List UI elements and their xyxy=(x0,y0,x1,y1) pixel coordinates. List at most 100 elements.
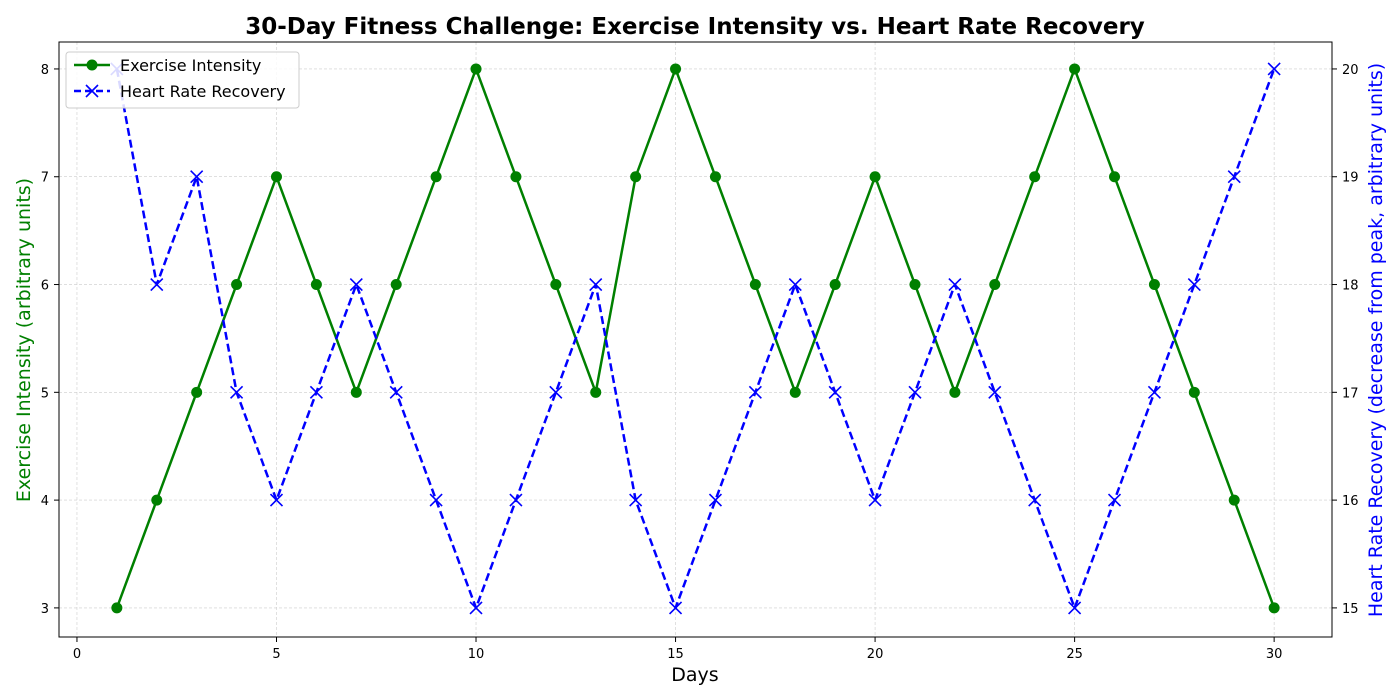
y-tick-label-left: 6 xyxy=(41,279,49,294)
axis-layer: 0 5 10 15 20 25 30 3 4 5 6 7 8 15 16 17 18 19 20 xyxy=(41,63,1359,662)
y-tick-label-right: 20 xyxy=(1342,63,1359,78)
data-point-exercise-intensity xyxy=(829,279,841,291)
data-point-heart-rate-recovery xyxy=(1267,62,1281,76)
legend-marker-x-icon xyxy=(85,84,99,98)
series-line-heart-rate-recovery xyxy=(115,68,1276,610)
data-point-exercise-intensity xyxy=(709,171,721,183)
data-point-heart-rate-recovery xyxy=(668,601,683,615)
data-point-heart-rate-recovery xyxy=(1107,493,1122,507)
data-point-exercise-intensity xyxy=(789,386,801,398)
grid-layer xyxy=(59,42,1332,637)
data-point-exercise-intensity xyxy=(1188,386,1200,398)
data-point-exercise-intensity xyxy=(670,63,682,75)
legend-label-exercise-intensity: Exercise Intensity xyxy=(120,56,261,75)
data-point-heart-rate-recovery xyxy=(1068,601,1082,615)
data-point-heart-rate-recovery xyxy=(230,385,244,399)
data-point-exercise-intensity xyxy=(1228,494,1240,506)
data-point-heart-rate-recovery xyxy=(469,601,483,615)
data-point-exercise-intensity xyxy=(1148,279,1160,291)
data-point-heart-rate-recovery xyxy=(908,385,922,399)
data-point-heart-rate-recovery xyxy=(389,385,403,399)
legend-entry-heart-rate-recovery: Heart Rate Recovery xyxy=(74,82,286,101)
y-tick-label-left: 3 xyxy=(41,602,49,617)
data-point-exercise-intensity xyxy=(430,171,442,183)
data-point-exercise-intensity xyxy=(1109,171,1121,183)
data-point-heart-rate-recovery xyxy=(1187,277,1201,292)
data-point-exercise-intensity xyxy=(470,63,482,75)
data-point-heart-rate-recovery xyxy=(788,277,802,292)
data-point-heart-rate-recovery xyxy=(1028,493,1042,507)
data-point-heart-rate-recovery xyxy=(948,277,962,292)
y-tick-label-right: 16 xyxy=(1342,494,1359,509)
legend-box xyxy=(65,51,300,109)
data-point-heart-rate-recovery xyxy=(429,493,443,507)
y-tick-label-left: 7 xyxy=(41,171,49,186)
data-point-exercise-intensity xyxy=(231,279,243,291)
data-point-exercise-intensity xyxy=(1029,171,1041,183)
x-tick-label: 30 xyxy=(1266,647,1283,662)
data-point-exercise-intensity xyxy=(390,279,402,291)
series-heart-rate-recovery xyxy=(110,62,1281,615)
legend: Exercise Intensity Heart Rate Recovery xyxy=(65,51,300,109)
data-point-exercise-intensity xyxy=(1268,602,1280,614)
data-point-exercise-intensity xyxy=(989,279,1001,291)
data-point-heart-rate-recovery xyxy=(988,385,1002,399)
data-point-heart-rate-recovery xyxy=(190,170,204,184)
data-point-heart-rate-recovery xyxy=(868,493,882,507)
x-tick-label: 25 xyxy=(1066,647,1083,662)
data-point-exercise-intensity xyxy=(350,386,362,398)
data-point-heart-rate-recovery xyxy=(828,385,842,399)
data-point-exercise-intensity xyxy=(310,279,322,291)
y-tick-label-left: 4 xyxy=(41,494,49,509)
y-tick-label-right: 15 xyxy=(1342,602,1359,617)
series-line-exercise-intensity xyxy=(115,67,1276,609)
data-point-exercise-intensity xyxy=(191,386,203,398)
y-tick-label-right: 18 xyxy=(1342,279,1359,294)
data-point-heart-rate-recovery xyxy=(589,277,603,292)
data-point-exercise-intensity xyxy=(270,171,282,183)
legend-entry-exercise-intensity: Exercise Intensity xyxy=(74,56,261,75)
data-point-heart-rate-recovery xyxy=(748,385,762,399)
y-axis-title-right: Heart Rate Recovery (decrease from peak,… xyxy=(1365,63,1387,617)
data-point-heart-rate-recovery xyxy=(269,493,284,507)
data-point-exercise-intensity xyxy=(869,171,881,183)
data-point-exercise-intensity xyxy=(550,279,562,291)
data-point-heart-rate-recovery xyxy=(549,385,563,399)
chart-title: 30-Day Fitness Challenge: Exercise Inten… xyxy=(245,14,1145,40)
data-point-exercise-intensity xyxy=(909,279,921,291)
y-tick-label-right: 17 xyxy=(1342,386,1359,401)
data-point-heart-rate-recovery xyxy=(150,277,164,292)
data-point-exercise-intensity xyxy=(151,494,163,506)
series-exercise-intensity xyxy=(111,63,1280,614)
legend-marker-circle-icon xyxy=(86,59,98,71)
data-point-exercise-intensity xyxy=(111,602,123,614)
y-tick-label-left: 8 xyxy=(41,63,49,78)
data-point-heart-rate-recovery xyxy=(349,277,363,292)
data-point-exercise-intensity xyxy=(1069,63,1081,75)
plot-frame xyxy=(58,41,1333,638)
y-axis-title-left: Exercise Intensity (arbitrary units) xyxy=(13,178,35,502)
data-point-heart-rate-recovery xyxy=(1147,385,1161,399)
x-tick-label: 10 xyxy=(468,647,485,662)
x-tick-label: 20 xyxy=(867,647,884,662)
data-point-exercise-intensity xyxy=(510,171,522,183)
data-point-exercise-intensity xyxy=(749,279,761,291)
series-layer xyxy=(110,62,1281,615)
legend-label-heart-rate-recovery: Heart Rate Recovery xyxy=(120,82,286,101)
data-point-exercise-intensity xyxy=(590,386,602,398)
data-point-heart-rate-recovery xyxy=(509,493,523,507)
x-tick-label: 15 xyxy=(667,647,684,662)
data-point-heart-rate-recovery xyxy=(708,493,723,507)
data-point-heart-rate-recovery xyxy=(1227,170,1241,184)
y-tick-label-right: 19 xyxy=(1342,171,1359,186)
data-point-heart-rate-recovery xyxy=(629,493,643,507)
x-tick-label: 5 xyxy=(272,647,280,662)
data-point-exercise-intensity xyxy=(630,171,642,183)
data-point-exercise-intensity xyxy=(949,386,961,398)
y-tick-label-left: 5 xyxy=(41,386,49,401)
x-axis-title: Days xyxy=(671,664,718,686)
data-point-heart-rate-recovery xyxy=(309,385,323,399)
x-tick-label: 0 xyxy=(73,647,81,662)
